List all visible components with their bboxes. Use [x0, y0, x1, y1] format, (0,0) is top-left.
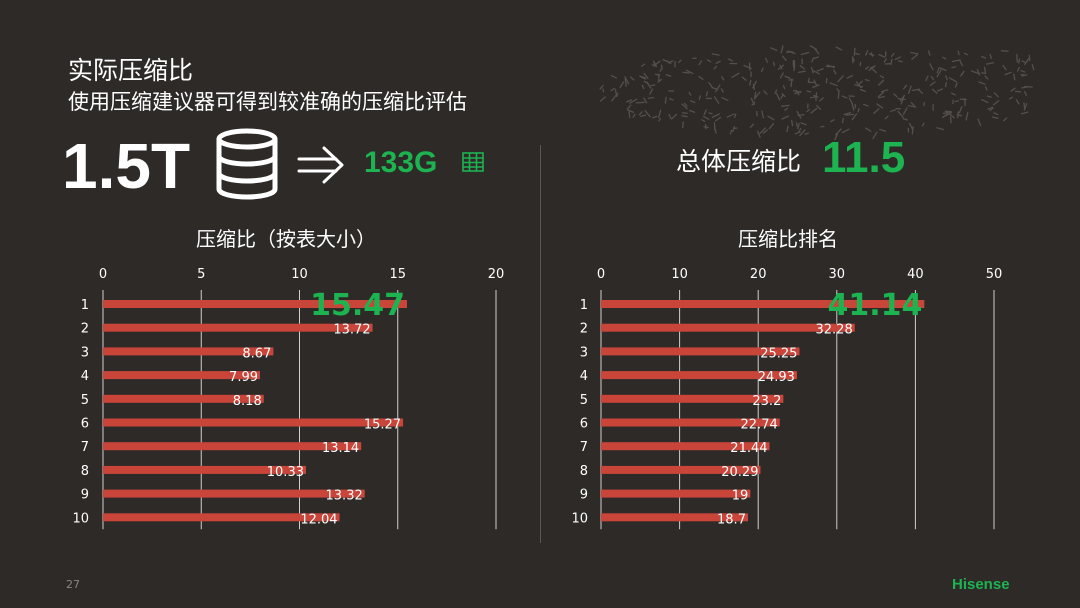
right-category-label: 7 [580, 440, 588, 455]
right-bar [601, 418, 780, 427]
right-bar [601, 300, 925, 308]
left-tick-label: 20 [488, 267, 505, 282]
right-bar [601, 394, 784, 403]
left-category-label: 8 [81, 464, 89, 479]
right-bar [601, 323, 855, 332]
right-category-label: 9 [580, 488, 588, 503]
chart-title-by-size: 压缩比（按表大小） [196, 227, 376, 251]
left-data-label: 8.18 [233, 394, 262, 409]
right-category-label: 2 [580, 322, 588, 337]
right-data-label: 25.25 [760, 346, 797, 361]
left-data-label: 7.99 [229, 370, 258, 385]
decorative-texture [599, 45, 1035, 140]
left-category-label: 7 [81, 440, 89, 455]
page-number: 27 [66, 578, 80, 591]
right-category-label: 8 [580, 464, 588, 479]
page-title: 实际压缩比 [68, 56, 194, 85]
left-data-label: 12.04 [300, 512, 337, 527]
left-data-label: 13.14 [322, 441, 359, 456]
right-bar [601, 347, 800, 356]
right-bar [601, 371, 797, 380]
table-icon [462, 152, 484, 172]
left-bar [103, 513, 340, 522]
right-category-label: 3 [580, 345, 588, 360]
compressed-size: 133G [364, 146, 438, 179]
chart-title-ranking: 压缩比排名 [738, 227, 838, 251]
left-tick-label: 15 [389, 267, 406, 282]
right-category-label: 1 [580, 298, 588, 313]
right-data-label: 24.93 [758, 370, 795, 385]
left-tick-label: 5 [197, 267, 205, 282]
right-data-label: 22.74 [741, 418, 778, 433]
section-divider [540, 145, 541, 543]
bar-chart-by-size: 0 5 10 15 20 1 15.47 2 13.72 3 8.67 4 7.99 5 8.18 6 15.2… [72, 267, 505, 530]
overall-ratio-value: 11.5 [822, 133, 906, 182]
left-data-label: 15.47 [310, 288, 405, 323]
left-tick-label: 10 [291, 267, 308, 282]
original-size: 1.5T [62, 130, 191, 202]
overall-ratio-label: 总体压缩比 [676, 147, 802, 176]
left-bar [103, 371, 261, 380]
left-bar [103, 418, 404, 427]
left-tick-label: 0 [99, 267, 107, 282]
right-data-label: 41.14 [827, 288, 922, 323]
right-tick-label: 50 [986, 267, 1003, 282]
right-data-label: 21.44 [730, 441, 767, 456]
right-tick-label: 0 [597, 267, 605, 282]
right-data-label: 23.2 [752, 394, 781, 409]
left-category-label: 4 [81, 369, 89, 384]
right-category-label: 6 [580, 417, 588, 432]
right-tick-label: 20 [750, 267, 767, 282]
left-bar [103, 442, 362, 451]
left-category-label: 6 [81, 417, 89, 432]
left-category-label: 2 [81, 322, 89, 337]
left-data-label: 10.33 [267, 465, 304, 480]
right-category-label: 10 [571, 511, 588, 526]
left-data-label: 13.72 [333, 323, 370, 338]
right-category-label: 4 [580, 369, 588, 384]
right-data-label: 20.29 [721, 465, 758, 480]
left-bar [103, 465, 306, 474]
left-bar [103, 300, 407, 308]
left-category-label: 5 [81, 393, 89, 408]
left-bar [103, 394, 264, 403]
database-icon [216, 128, 278, 200]
right-data-label: 18.7 [717, 512, 746, 527]
right-category-label: 5 [580, 393, 588, 408]
left-bar [103, 489, 365, 498]
right-tick-label: 40 [907, 267, 924, 282]
left-bar [103, 323, 373, 332]
right-bar [601, 442, 770, 451]
right-bar [601, 465, 761, 474]
right-data-label: 32.28 [816, 323, 853, 338]
left-category-label: 9 [81, 488, 89, 503]
page-subtitle: 使用压缩建议器可得到较准确的压缩比评估 [68, 90, 467, 114]
brand-logo: Hisense [952, 576, 1010, 593]
left-bar [103, 347, 274, 356]
double-arrow-icon [297, 146, 344, 184]
left-data-label: 13.32 [326, 489, 363, 504]
left-data-label: 15.27 [364, 418, 401, 433]
right-bar [601, 489, 751, 498]
left-category-label: 1 [81, 298, 89, 313]
left-category-label: 3 [81, 345, 89, 360]
left-data-label: 8.67 [242, 346, 271, 361]
left-category-label: 10 [72, 511, 89, 526]
right-tick-label: 10 [671, 267, 688, 282]
right-bar [601, 513, 748, 522]
right-data-label: 19 [732, 489, 749, 504]
right-tick-label: 30 [829, 267, 846, 282]
